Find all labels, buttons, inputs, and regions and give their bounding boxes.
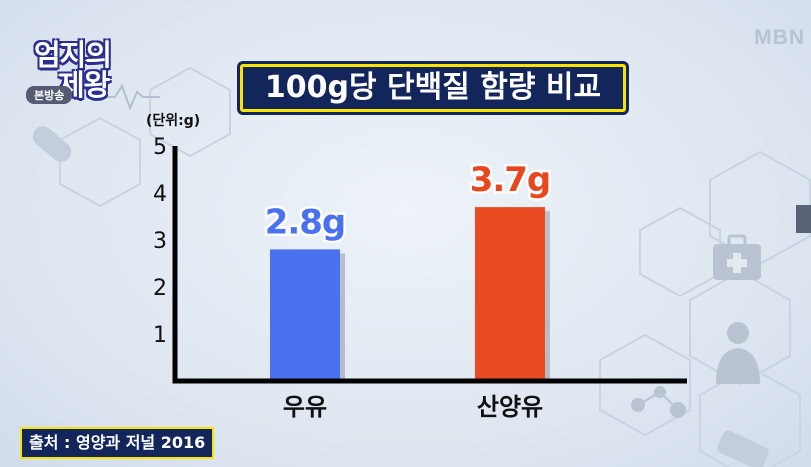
y-tick-label: 4 xyxy=(153,182,167,207)
x-category-label: 산양유 xyxy=(477,393,543,421)
y-tick-label: 1 xyxy=(153,323,167,348)
source-caption: 출처 : 영양과 저널 2016 xyxy=(20,427,215,459)
doctor-icon xyxy=(716,322,760,384)
y-tick-label: 3 xyxy=(153,229,167,254)
bar-2 xyxy=(475,207,545,381)
chart-axes xyxy=(172,146,687,384)
y-tick-label: 5 xyxy=(153,135,167,160)
unit-label: (단위:g) xyxy=(146,113,201,129)
logo-line-1: 엄지의 xyxy=(34,38,112,72)
capsule-strip-icon xyxy=(717,430,769,467)
x-category-label: 우유 xyxy=(283,393,327,421)
chart-title: 100g당 단백질 함량 비교 xyxy=(240,64,626,112)
broadcast-badge: 본방송 xyxy=(26,86,73,104)
data-label: 3.7g xyxy=(470,160,551,200)
molecule-icon xyxy=(631,386,686,418)
y-tick-label: 2 xyxy=(153,276,167,301)
broadcaster-logo: MBN xyxy=(754,26,805,49)
bar-1 xyxy=(270,249,340,381)
first-aid-kit-icon xyxy=(713,234,761,280)
pill-icon xyxy=(32,126,72,162)
data-label: 2.8g xyxy=(265,202,346,242)
